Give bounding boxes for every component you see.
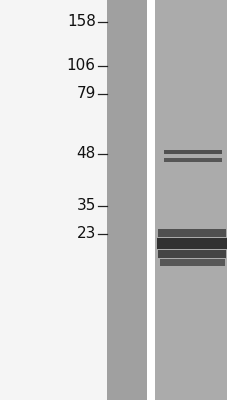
Bar bbox=[163, 150, 221, 154]
Text: 106: 106 bbox=[67, 58, 95, 74]
Bar bbox=[107, 0, 146, 400]
Text: 23: 23 bbox=[76, 226, 95, 242]
Bar bbox=[163, 158, 221, 162]
Bar bbox=[146, 0, 154, 400]
Bar bbox=[154, 0, 227, 400]
Bar bbox=[159, 259, 224, 266]
Text: 48: 48 bbox=[76, 146, 95, 162]
Text: 35: 35 bbox=[76, 198, 95, 214]
Bar bbox=[158, 250, 225, 258]
Bar bbox=[158, 229, 225, 237]
Text: 158: 158 bbox=[67, 14, 95, 30]
Text: 79: 79 bbox=[76, 86, 95, 102]
Bar bbox=[157, 238, 226, 249]
